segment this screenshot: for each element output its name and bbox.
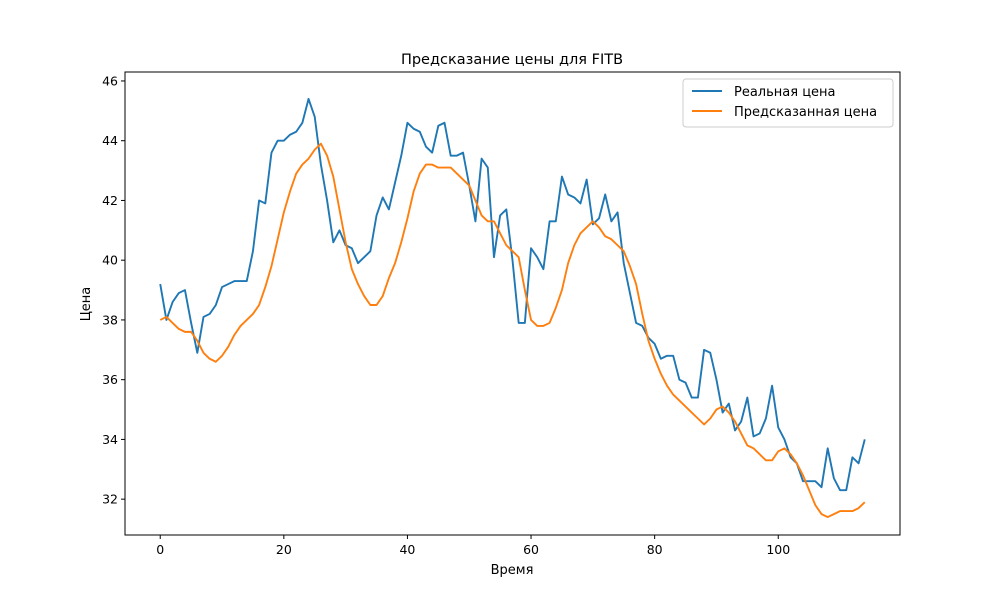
- legend-label-predicted: Предсказанная цена: [734, 105, 877, 120]
- x-tick-label: 0: [156, 542, 164, 557]
- x-tick-label: 20: [276, 542, 292, 557]
- plot-area: 0 20 40 60 80 100 32 34 36 38 40 42 44 46: [102, 71, 901, 557]
- y-tick-label: 36: [102, 372, 118, 387]
- x-axis-ticks: 0 20 40 60 80 100: [156, 535, 790, 557]
- real-price-line: [159, 97, 866, 492]
- y-tick-label: 40: [102, 253, 118, 268]
- y-tick-label: 32: [102, 492, 118, 507]
- y-tick-label: 42: [102, 193, 118, 208]
- y-tick-label: 34: [102, 432, 118, 447]
- legend-label-real: Реальная цена: [734, 85, 836, 100]
- x-axis-label: Время: [491, 563, 534, 578]
- x-tick-label: 80: [647, 542, 663, 557]
- y-axis-ticks: 32 34 36 38 40 42 44 46: [102, 73, 125, 507]
- legend: Реальная цена Предсказанная цена: [682, 78, 894, 128]
- x-tick-label: 40: [399, 542, 415, 557]
- chart-title: Предсказание цены для FITB: [401, 52, 623, 68]
- y-tick-label: 44: [102, 133, 118, 148]
- axes-frame: [124, 71, 901, 536]
- series-lines: [159, 97, 866, 519]
- x-tick-label: 100: [766, 542, 790, 557]
- x-tick-label: 60: [523, 542, 539, 557]
- y-axis-label: Цена: [79, 287, 94, 322]
- predicted-price-line: [159, 142, 866, 519]
- y-tick-label: 38: [102, 312, 118, 327]
- y-tick-label: 46: [102, 73, 118, 88]
- legend-box: [682, 78, 894, 128]
